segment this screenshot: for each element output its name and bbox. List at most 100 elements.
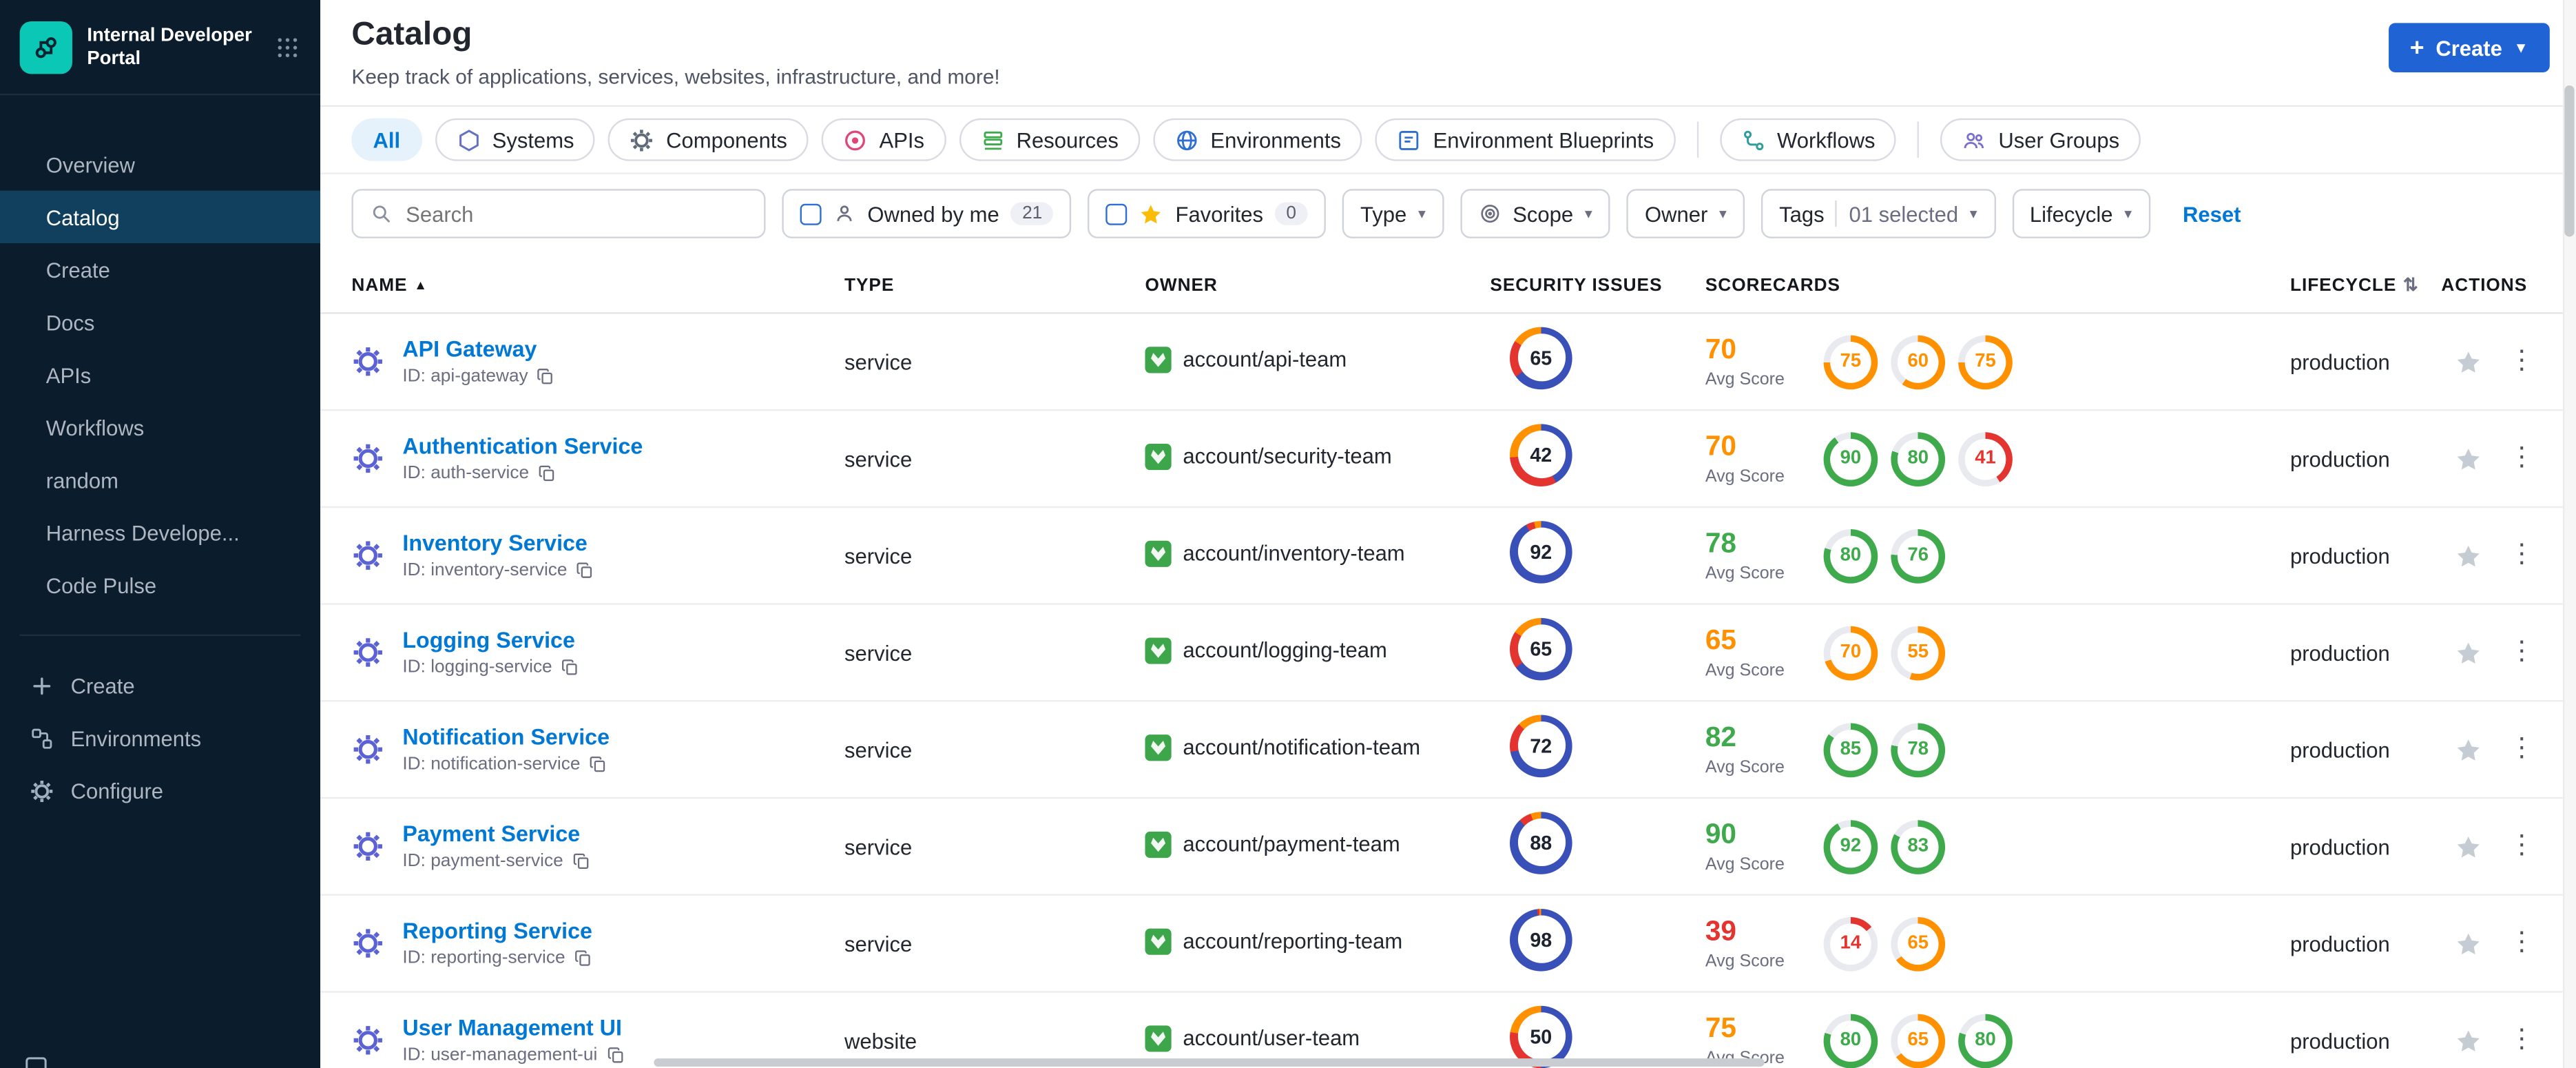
table-row[interactable]: Authentication Service ID: auth-service … bbox=[320, 411, 2576, 509]
copy-icon[interactable] bbox=[588, 754, 608, 774]
tab-systems[interactable]: Systems bbox=[435, 118, 596, 161]
copy-icon[interactable] bbox=[574, 948, 594, 968]
copy-icon[interactable] bbox=[537, 464, 557, 484]
vertical-scrollbar-thumb[interactable] bbox=[2564, 85, 2575, 237]
favorite-star-icon[interactable] bbox=[2454, 444, 2482, 473]
sidebar-item-create[interactable]: Create bbox=[0, 243, 320, 296]
entity-type: service bbox=[844, 834, 913, 859]
reset-filters-link[interactable]: Reset bbox=[2182, 201, 2241, 226]
entity-name-link[interactable]: Payment Service bbox=[402, 821, 581, 847]
search-box[interactable] bbox=[351, 189, 766, 238]
favorite-star-icon[interactable] bbox=[2454, 735, 2482, 763]
entity-name-link[interactable]: Authentication Service bbox=[402, 433, 643, 459]
scorecard-badges: 14 65 bbox=[1823, 916, 1946, 971]
kebab-menu-icon[interactable]: ⋮ bbox=[2509, 540, 2535, 569]
search-input[interactable] bbox=[406, 201, 748, 226]
create-button[interactable]: + Create ▼ bbox=[2388, 23, 2550, 72]
owned-by-me-filter[interactable]: Owned by me 21 bbox=[782, 189, 1072, 238]
favorite-star-icon[interactable] bbox=[2454, 1027, 2482, 1055]
flow-icon bbox=[1741, 127, 1766, 152]
copy-icon[interactable] bbox=[605, 1045, 625, 1065]
owner-dropdown[interactable]: Owner ▾ bbox=[1626, 189, 1745, 238]
entity-name-link[interactable]: Inventory Service bbox=[402, 531, 588, 556]
favorite-star-icon[interactable] bbox=[2454, 930, 2482, 958]
chevron-down-icon: ▼ bbox=[2513, 39, 2528, 57]
kebab-menu-icon[interactable]: ⋮ bbox=[2509, 831, 2535, 860]
ring-hole bbox=[1897, 1020, 1939, 1061]
sidebar-item-harness-develope[interactable]: Harness Develope... bbox=[0, 506, 320, 559]
scorecard-badge: 83 bbox=[1891, 819, 1946, 874]
table-row[interactable]: Notification Service ID: notification-se… bbox=[320, 701, 2576, 799]
sidebar-item-environments[interactable]: Environments bbox=[0, 712, 320, 764]
horizontal-scrollbar-thumb[interactable] bbox=[654, 1058, 1765, 1067]
sidebar-item-apis[interactable]: APIs bbox=[0, 349, 320, 401]
security-issues-ring: 72 bbox=[1509, 714, 1572, 777]
kebab-menu-icon[interactable]: ⋮ bbox=[2509, 347, 2535, 375]
sidebar-item-workflows[interactable]: Workflows bbox=[0, 401, 320, 453]
security-issues-value: 98 bbox=[1530, 927, 1552, 951]
table-row[interactable]: User Management UI ID: user-management-u… bbox=[320, 993, 2576, 1068]
copy-icon[interactable] bbox=[572, 852, 592, 872]
tab-apis[interactable]: APIs bbox=[822, 118, 946, 161]
scorecard-badge-value: 85 bbox=[1840, 739, 1862, 759]
table-row[interactable]: Logging Service ID: logging-service serv… bbox=[320, 605, 2576, 702]
module-grid-icon[interactable] bbox=[274, 34, 300, 60]
copy-icon[interactable] bbox=[561, 657, 581, 677]
sidebar-item-overview[interactable]: Overview bbox=[0, 138, 320, 190]
favorites-filter[interactable]: Favorites 0 bbox=[1088, 189, 1326, 238]
kebab-menu-icon[interactable]: ⋮ bbox=[2509, 444, 2535, 472]
table-row[interactable]: API Gateway ID: api-gateway service acco… bbox=[320, 314, 2576, 411]
gear-icon bbox=[630, 127, 655, 152]
tab-all[interactable]: All bbox=[351, 118, 422, 161]
tab-environment-blueprints[interactable]: Environment Blueprints bbox=[1375, 118, 1676, 161]
sidebar-item-docs[interactable]: Docs bbox=[0, 296, 320, 348]
column-header-lifecycle[interactable]: LIFECYCLE ⇅ bbox=[2290, 274, 2441, 296]
sidebar-item-configure[interactable]: Configure bbox=[0, 764, 320, 817]
table-row[interactable]: Payment Service ID: payment-service serv… bbox=[320, 799, 2576, 896]
scope-dropdown[interactable]: Scope ▾ bbox=[1460, 189, 1610, 238]
entity-type: service bbox=[844, 737, 913, 762]
entity-name-link[interactable]: User Management UI bbox=[402, 1016, 622, 1040]
tab-workflows[interactable]: Workflows bbox=[1719, 118, 1897, 161]
kebab-menu-icon[interactable]: ⋮ bbox=[2509, 928, 2535, 957]
lifecycle-dropdown[interactable]: Lifecycle ▾ bbox=[2011, 189, 2150, 238]
favorites-checkbox[interactable] bbox=[1106, 203, 1128, 225]
owner-chip: account/user-team bbox=[1145, 1025, 1360, 1051]
type-dropdown[interactable]: Type ▾ bbox=[1342, 189, 1444, 238]
favorite-star-icon[interactable] bbox=[2454, 347, 2482, 376]
favorite-star-icon[interactable] bbox=[2454, 542, 2482, 570]
column-header-name[interactable]: NAME ▲ bbox=[351, 276, 844, 296]
entity-name-link[interactable]: Reporting Service bbox=[402, 918, 592, 944]
tab-components[interactable]: Components bbox=[608, 118, 809, 161]
favorite-star-icon[interactable] bbox=[2454, 832, 2482, 861]
table-row[interactable]: Inventory Service ID: inventory-service … bbox=[320, 508, 2576, 605]
tags-dropdown[interactable]: Tags 01 selected ▾ bbox=[1760, 189, 1995, 238]
entity-name-link[interactable]: API Gateway bbox=[402, 336, 537, 362]
entity-name-link[interactable]: Notification Service bbox=[402, 724, 610, 750]
sidebar-item-create[interactable]: Create bbox=[0, 659, 320, 711]
security-issues-ring: 65 bbox=[1509, 326, 1572, 389]
scorecard-badges: 75 60 75 bbox=[1823, 334, 2013, 389]
sidebar-item-random[interactable]: random bbox=[0, 453, 320, 506]
owner-label: Owner bbox=[1644, 201, 1708, 226]
scorecard-badge-value: 83 bbox=[1907, 836, 1929, 856]
kebab-menu-icon[interactable]: ⋮ bbox=[2509, 637, 2535, 666]
owned-by-me-checkbox[interactable] bbox=[800, 203, 822, 225]
sidebar-help-item[interactable] bbox=[23, 1054, 49, 1068]
sidebar-item-catalog[interactable]: Catalog bbox=[0, 190, 321, 244]
ring-hole bbox=[1517, 818, 1565, 867]
table-row[interactable]: Reporting Service ID: reporting-service … bbox=[320, 896, 2576, 993]
tab-environments[interactable]: Environments bbox=[1152, 118, 1363, 161]
sidebar-item-label: Code Pulse bbox=[45, 573, 157, 598]
entity-name-link[interactable]: Logging Service bbox=[402, 628, 575, 653]
favorite-star-icon[interactable] bbox=[2454, 639, 2482, 667]
entity-id: ID: auth-service bbox=[402, 463, 530, 484]
tab-resources[interactable]: Resources bbox=[959, 118, 1140, 161]
sidebar-item-code-pulse[interactable]: Code Pulse bbox=[0, 559, 320, 611]
kebab-menu-icon[interactable]: ⋮ bbox=[2509, 1025, 2535, 1054]
tab-user-groups[interactable]: User Groups bbox=[1940, 118, 2141, 161]
copy-icon[interactable] bbox=[537, 367, 557, 387]
kebab-menu-icon[interactable]: ⋮ bbox=[2509, 735, 2535, 763]
sidebar-item-label: Docs bbox=[45, 309, 95, 335]
copy-icon[interactable] bbox=[575, 560, 595, 580]
